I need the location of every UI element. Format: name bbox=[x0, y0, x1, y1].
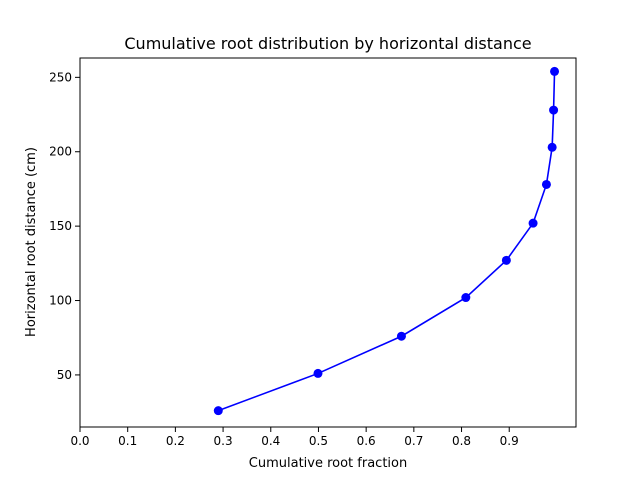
data-point bbox=[547, 142, 557, 152]
y-tick-label: 250 bbox=[49, 70, 72, 84]
x-tick-label: 0.6 bbox=[357, 434, 376, 448]
y-axis: 50 100 150 200 250 bbox=[49, 70, 80, 382]
x-tick-label: 0.0 bbox=[70, 434, 89, 448]
y-tick-label: 50 bbox=[57, 368, 72, 382]
x-tick-label: 0.1 bbox=[118, 434, 137, 448]
x-tick-label: 0.9 bbox=[500, 434, 519, 448]
x-tick-label: 0.7 bbox=[404, 434, 423, 448]
data-point bbox=[550, 66, 560, 76]
x-tick-label: 0.8 bbox=[452, 434, 471, 448]
x-tick-label: 0.2 bbox=[166, 434, 185, 448]
data-point bbox=[549, 105, 559, 115]
y-axis-label: Horizontal root distance (cm) bbox=[24, 147, 39, 337]
plot-frame bbox=[79, 57, 577, 428]
x-axis-label: Cumulative root fraction bbox=[249, 456, 407, 471]
y-tick-label: 150 bbox=[49, 219, 72, 233]
chart-title: Cumulative root distribution by horizont… bbox=[124, 34, 531, 53]
x-tick-label: 0.3 bbox=[214, 434, 233, 448]
series-line bbox=[218, 71, 556, 412]
data-point bbox=[528, 218, 538, 228]
plot-area: 0.0 0.1 0.2 0.3 0.4 0.5 0.6 0.7 0.8 0.9 50 100 150 2… bbox=[49, 57, 577, 448]
data-point bbox=[396, 331, 406, 341]
y-tick-label: 100 bbox=[49, 294, 72, 308]
data-point bbox=[213, 406, 223, 416]
series-layer bbox=[213, 66, 560, 416]
x-tick-label: 0.5 bbox=[309, 434, 328, 448]
x-axis: 0.0 0.1 0.2 0.3 0.4 0.5 0.6 0.7 0.8 0.9 bbox=[70, 427, 519, 448]
data-point bbox=[461, 293, 471, 303]
data-point bbox=[501, 255, 511, 265]
y-tick-label: 200 bbox=[49, 145, 72, 159]
data-point bbox=[541, 179, 551, 189]
x-tick-label: 0.4 bbox=[261, 434, 280, 448]
data-point bbox=[313, 368, 323, 378]
